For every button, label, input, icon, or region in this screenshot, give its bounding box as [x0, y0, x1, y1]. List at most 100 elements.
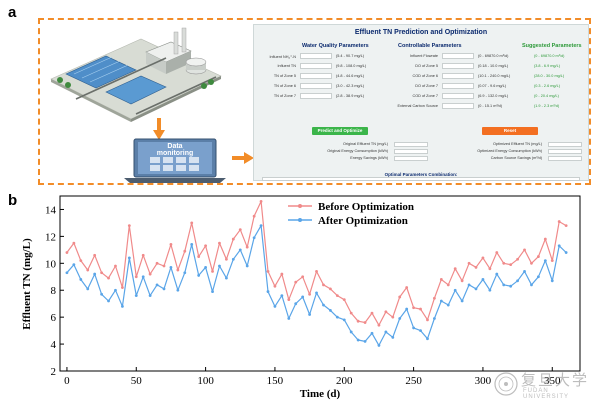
- point-before: [363, 321, 367, 324]
- suggested-range: (3.8 - 6.9 mg/L): [534, 64, 560, 68]
- laptop-icon: Data monitoring: [124, 138, 226, 183]
- output-field-right[interactable]: [548, 156, 582, 161]
- suggested-range: (0 - 69870.0 m³/d): [534, 54, 565, 58]
- point-after: [176, 288, 180, 292]
- control-input[interactable]: [442, 83, 474, 89]
- point-before: [433, 296, 436, 300]
- quality-input[interactable]: [300, 93, 332, 99]
- control-range: (10.1 - 240.0 mg/L): [478, 74, 511, 78]
- point-before: [238, 228, 242, 232]
- legend-marker-after: [298, 218, 302, 222]
- fudan-emblem-icon: [494, 372, 518, 396]
- point-before: [315, 269, 318, 273]
- point-after: [280, 294, 284, 298]
- suggested-range: (1.9 - 2.3 m³/d): [534, 104, 560, 108]
- output-field-right[interactable]: [548, 149, 582, 154]
- point-before: [259, 199, 263, 203]
- point-after: [231, 257, 235, 261]
- legend-label-before: Before Optimization: [318, 201, 414, 213]
- point-after: [107, 299, 110, 303]
- quality-range: (3.0 - 42.3 mg/L): [336, 84, 365, 88]
- point-before: [287, 298, 291, 302]
- output-field-left[interactable]: [394, 142, 428, 147]
- x-tick-label: 300: [475, 375, 492, 387]
- optimal-combination-field[interactable]: [262, 177, 580, 181]
- quality-input[interactable]: [300, 63, 332, 69]
- x-tick-label: 200: [336, 375, 353, 387]
- control-input[interactable]: [442, 93, 474, 99]
- point-before: [335, 294, 339, 298]
- x-tick-label: 250: [405, 375, 422, 387]
- point-before: [398, 295, 402, 299]
- output-field-left[interactable]: [394, 156, 428, 161]
- point-after: [460, 299, 464, 303]
- point-after: [467, 283, 471, 287]
- predict-optimize-button[interactable]: Predict and Optimize: [312, 127, 368, 135]
- control-input[interactable]: [442, 73, 474, 79]
- point-after: [141, 275, 145, 279]
- panel-a-frame: Data monitoring Effluent TN Prediction a…: [38, 18, 591, 185]
- control-input[interactable]: [442, 103, 474, 109]
- arrow-down-icon: [153, 118, 165, 140]
- quality-label: TN of Zone 6: [273, 84, 296, 88]
- point-before: [439, 278, 443, 281]
- point-after: [481, 278, 485, 281]
- point-after: [308, 313, 311, 316]
- point-before: [329, 287, 332, 291]
- point-before: [197, 255, 201, 258]
- point-after: [537, 275, 540, 279]
- output-field-left[interactable]: [394, 149, 428, 154]
- control-input[interactable]: [442, 53, 474, 59]
- point-before: [502, 261, 506, 265]
- y-tick-label: 6: [51, 312, 57, 324]
- point-after: [315, 291, 318, 295]
- point-before: [412, 306, 415, 310]
- point-after: [564, 251, 568, 254]
- point-before: [211, 269, 214, 273]
- output-field-right[interactable]: [548, 142, 582, 147]
- point-after: [169, 265, 173, 269]
- quality-params-header: Water Quality Parameters: [302, 43, 369, 49]
- point-before: [537, 255, 540, 258]
- point-after: [65, 271, 69, 275]
- point-before: [557, 220, 561, 223]
- point-after: [211, 290, 214, 293]
- control-range: (0.07 - 9.6 mg/L): [478, 84, 507, 88]
- point-after: [266, 290, 270, 293]
- point-after: [127, 256, 131, 260]
- point-before: [141, 253, 145, 257]
- y-tick-label: 4: [51, 339, 57, 351]
- point-after: [287, 317, 291, 320]
- point-before: [204, 244, 208, 248]
- point-before: [100, 271, 103, 275]
- panel-label-a: a: [8, 4, 17, 21]
- point-before: [162, 264, 166, 268]
- point-after: [349, 330, 353, 334]
- y-axis-ticks: 2 4 6 8 10 12 14: [45, 204, 64, 378]
- point-after: [218, 264, 221, 268]
- control-label: Influent Flowrate: [409, 54, 438, 58]
- quality-input[interactable]: [300, 73, 332, 79]
- point-after: [439, 299, 443, 303]
- quality-input[interactable]: [300, 53, 332, 59]
- laptop-label-line2: monitoring: [157, 150, 194, 157]
- point-after: [530, 283, 533, 287]
- point-after: [259, 224, 263, 228]
- point-before: [530, 261, 533, 265]
- control-input[interactable]: [442, 63, 474, 69]
- point-before: [453, 267, 457, 271]
- point-before: [349, 311, 353, 315]
- control-range: (0 - 69870.0 m³/d): [478, 54, 509, 58]
- reset-button[interactable]: Reset: [482, 127, 538, 135]
- prediction-software-window: Effluent TN Prediction and Optimization …: [253, 24, 589, 181]
- point-after: [453, 288, 457, 292]
- y-tick-label: 2: [51, 366, 57, 378]
- point-before: [322, 283, 325, 287]
- effluent-tn-chart: 2 4 6 8 10 12 14 0 50 100 150 200 250 300 350 Time (d…: [21, 195, 581, 400]
- point-before: [384, 310, 388, 314]
- point-before: [231, 237, 235, 241]
- point-before: [377, 323, 381, 327]
- quality-input[interactable]: [300, 83, 332, 89]
- point-before: [308, 292, 311, 296]
- point-before: [280, 272, 284, 276]
